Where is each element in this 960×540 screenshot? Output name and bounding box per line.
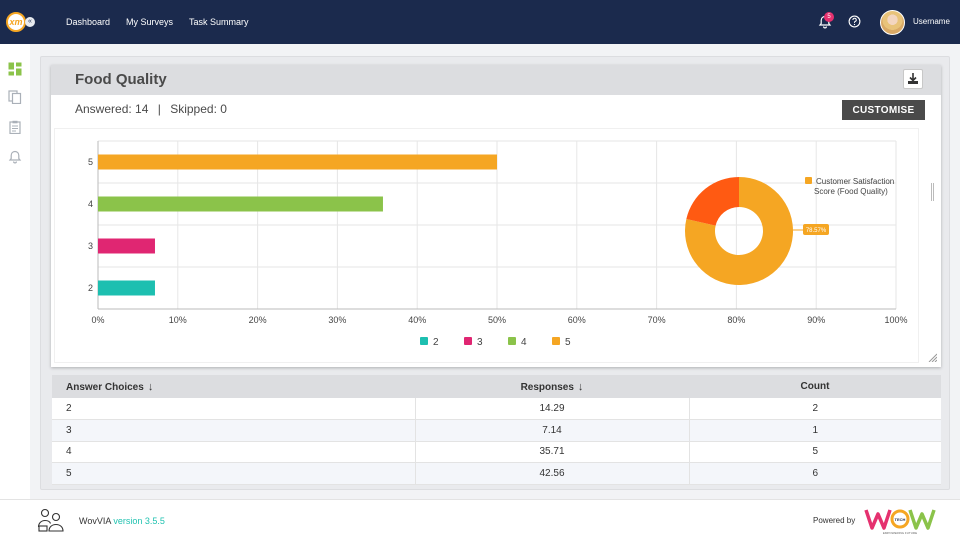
nav-task-summary[interactable]: Task Summary — [189, 17, 249, 27]
question-card: Food Quality Answered: 14 | Skipped: 0 C… — [51, 65, 941, 367]
legend-label-5: 5 — [565, 337, 571, 348]
nav-my-surveys[interactable]: My Surveys — [126, 17, 174, 27]
sidebar-toggle-icon[interactable]: « — [25, 17, 35, 27]
col-responses-label: Responses — [520, 381, 574, 393]
col-answer-choices-label: Answer Choices — [66, 381, 144, 393]
clipboard-icon[interactable] — [8, 120, 22, 134]
dashboard-icon[interactable] — [8, 62, 22, 76]
y-tick-label: 4 — [88, 199, 93, 209]
cell-count: 1 — [689, 419, 941, 442]
scroll-handle[interactable] — [931, 183, 934, 201]
sort-down-icon[interactable]: ↓ — [577, 380, 584, 393]
customise-button[interactable]: CUSTOMISE — [842, 100, 925, 120]
bar-5 — [98, 154, 497, 170]
bar-2 — [98, 280, 155, 296]
table-row: 5 42.56 6 — [52, 462, 941, 485]
donut-legend-swatch — [805, 177, 812, 184]
y-tick-label: 2 — [88, 283, 93, 293]
chart-area: 0% 10% 20% 30% 40% 50% 60% 70% 80% 90% 100% 5 4 3 2 2 3 4… — [54, 128, 919, 363]
cell-answer: 3 — [52, 419, 416, 442]
response-stats: Answered: 14 | Skipped: 0 — [75, 102, 227, 116]
charts-svg: 0% 10% 20% 30% 40% 50% 60% 70% 80% 90% 100% 5 4 3 2 2 3 4… — [88, 140, 908, 348]
x-tick-label: 60% — [568, 315, 586, 325]
resize-handle-icon[interactable] — [927, 352, 937, 362]
responses-table: Answer Choices ↓ Responses ↓ Count 2 14.29… — [52, 375, 941, 485]
x-tick-label: 30% — [328, 315, 346, 325]
footer: WovVIA version 3.5.5 Powered by TECH EMP… — [0, 499, 960, 540]
col-count[interactable]: Count — [689, 375, 941, 398]
bar-3 — [98, 238, 155, 254]
x-tick-label: 10% — [169, 315, 187, 325]
powered-by-label: Powered by — [813, 516, 856, 525]
legend-swatch-3 — [464, 337, 472, 345]
col-count-label: Count — [800, 381, 830, 392]
x-tick-label: 0% — [91, 315, 104, 325]
cell-answer: 4 — [52, 441, 416, 463]
y-tick-label: 5 — [88, 157, 93, 167]
brand-tagline: EMPOWERING FUTURE — [883, 531, 917, 535]
top-navbar: xm « Dashboard My Surveys Task Summary 5… — [0, 0, 960, 44]
cell-responses: 14.29 — [415, 398, 690, 420]
legend-label-4: 4 — [521, 337, 527, 348]
cell-responses: 42.56 — [415, 462, 690, 485]
table-header-row: Answer Choices ↓ Responses ↓ Count — [52, 375, 941, 398]
username-label[interactable]: Username — [913, 17, 950, 26]
app-version: WovVIA version 3.5.5 — [79, 516, 165, 526]
table-row: 2 14.29 2 — [52, 398, 941, 420]
main-nav: Dashboard My Surveys Task Summary — [66, 0, 249, 44]
legend-label-2: 2 — [433, 337, 439, 348]
x-tick-label: 20% — [249, 315, 267, 325]
surveys-icon[interactable] — [8, 90, 22, 104]
sidebar — [0, 44, 30, 499]
version-label: version 3.5.5 — [113, 516, 165, 526]
table-row: 4 35.71 5 — [52, 441, 941, 463]
download-icon — [908, 73, 918, 84]
x-tick-label: 50% — [488, 315, 506, 325]
table-row: 3 7.14 1 — [52, 419, 941, 442]
donut-slice-0 — [685, 177, 793, 285]
nav-dashboard[interactable]: Dashboard — [66, 17, 111, 27]
x-tick-label: 80% — [727, 315, 745, 325]
svg-text:TECH: TECH — [895, 517, 906, 522]
wow-logo: TECH EMPOWERING FUTURE — [864, 509, 936, 535]
cell-responses: 35.71 — [415, 441, 690, 463]
legend-label-3: 3 — [477, 337, 483, 348]
card-header: Food Quality — [51, 65, 941, 95]
donut-legend-label: Customer Satisfaction Score (Food Quality… — [814, 177, 894, 196]
cell-answer: 5 — [52, 462, 416, 485]
col-responses[interactable]: Responses ↓ — [415, 375, 689, 398]
legend-swatch-2 — [420, 337, 428, 345]
x-tick-label: 40% — [408, 315, 426, 325]
download-button[interactable] — [903, 69, 923, 89]
legend-swatch-5 — [552, 337, 560, 345]
app-name: WovVIA — [79, 516, 111, 526]
legend-swatch-4 — [508, 337, 516, 345]
cell-responses: 7.14 — [415, 419, 690, 442]
data-label-box — [803, 224, 829, 235]
skipped-count: Skipped: 0 — [170, 102, 227, 116]
team-icon — [37, 508, 64, 532]
bar-4 — [98, 196, 383, 212]
x-tick-label: 100% — [884, 315, 907, 325]
y-tick-label: 3 — [88, 241, 93, 251]
page-title: Food Quality — [75, 71, 167, 88]
app-logo[interactable]: xm — [6, 12, 26, 32]
col-answer-choices[interactable]: Answer Choices ↓ — [52, 375, 415, 398]
cell-count: 2 — [689, 398, 941, 420]
x-tick-label: 90% — [807, 315, 825, 325]
help-icon[interactable] — [848, 15, 861, 28]
data-label: 78.57% — [806, 228, 827, 234]
cell-count: 5 — [689, 441, 941, 463]
avatar[interactable] — [880, 10, 905, 35]
sort-down-icon[interactable]: ↓ — [147, 380, 154, 393]
notifications-icon[interactable] — [8, 150, 22, 164]
cell-answer: 2 — [52, 398, 416, 420]
cell-count: 6 — [689, 462, 941, 485]
answered-count: Answered: 14 — [75, 102, 149, 116]
x-tick-label: 70% — [648, 315, 666, 325]
donut-slice-1 — [686, 177, 739, 226]
notification-badge: 5 — [824, 12, 834, 22]
stats-separator: | — [157, 102, 161, 116]
